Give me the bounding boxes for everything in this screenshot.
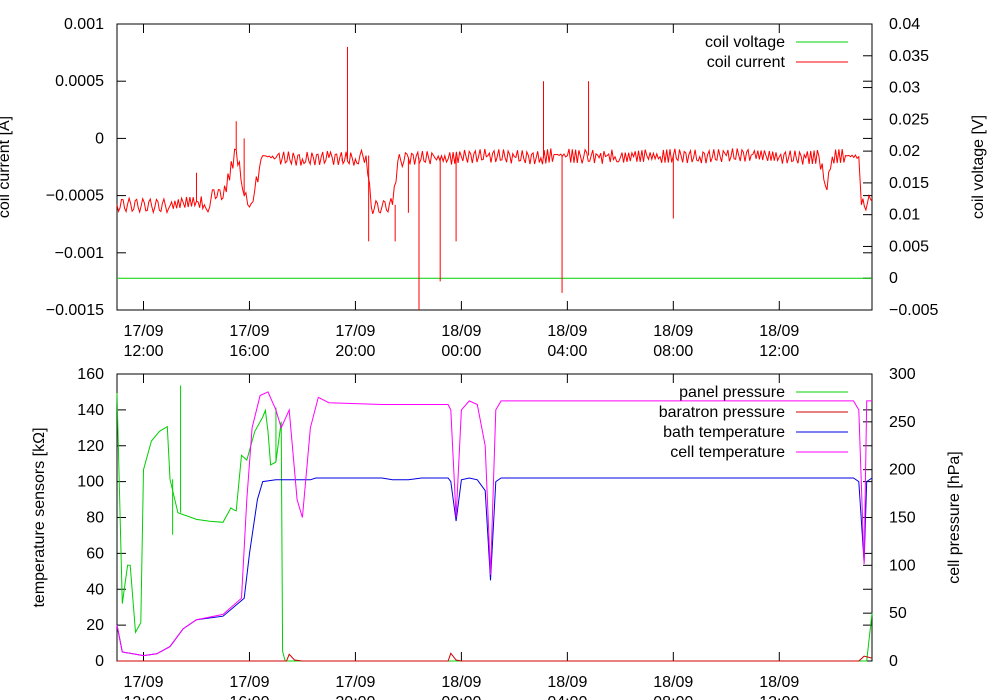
chart2-legend-label: bath temperature [663, 424, 785, 441]
chart2-ytick-label-right: 300 [889, 366, 916, 383]
chart1-xtick-label-time: 04:00 [547, 343, 587, 360]
chart2-xtick-label-time: 16:00 [229, 694, 269, 700]
chart2-series-2-line [116, 477, 873, 657]
chart1-ytick-label-left: −0.0005 [46, 188, 104, 205]
chart2-xtick-label-date: 18/09 [759, 674, 799, 691]
chart2-series-3-line [116, 391, 872, 657]
chart2-xtick-label-time: 00:00 [441, 694, 481, 700]
chart1-ytick-label-left: −0.001 [55, 245, 104, 262]
chart1-xtick-label-date: 18/09 [441, 323, 481, 340]
chart2-xtick-label-date: 18/09 [441, 674, 481, 691]
chart2-series-1-line [117, 652, 873, 662]
chart1-legend-label: coil voltage [705, 34, 785, 51]
chart1-xtick-label-date: 17/09 [123, 323, 163, 340]
chart1-ytick-label-right: 0.025 [889, 111, 929, 128]
chart2-xtick-label-time: 08:00 [653, 694, 693, 700]
chart2-ytick-label-left: 0 [95, 653, 104, 670]
chart2-ytick-label-right: 200 [889, 462, 916, 479]
chart1-ytick-label-right: 0.01 [889, 207, 920, 224]
chart2-xtick-label-date: 18/09 [653, 674, 693, 691]
chart1-xtick-label-time: 12:00 [123, 343, 163, 360]
chart2-xtick-label-date: 17/09 [123, 674, 163, 691]
chart2-xtick-label-date: 18/09 [547, 674, 587, 691]
chart1-ytick-label-left: −0.0015 [46, 302, 104, 319]
chart2-xtick-label-date: 17/09 [335, 674, 375, 691]
chart1-series-1-line [116, 148, 873, 215]
chart2-ytick-label-left: 40 [86, 581, 104, 598]
chart2-ylabel-right: cell pressure [hPa] [946, 451, 963, 584]
chart1-xtick-label-date: 18/09 [547, 323, 587, 340]
chart1-ylabel-right: coil voltage [V] [970, 115, 987, 219]
chart2-ylabel-left: temperature sensors [kΩ] [31, 427, 48, 607]
chart1-ytick-label-right: 0.04 [889, 16, 920, 33]
chart1-xtick-label-time: 08:00 [653, 343, 693, 360]
chart1-ytick-label-right: 0.015 [889, 175, 929, 192]
chart1-ytick-label-right: 0.035 [889, 48, 929, 65]
chart1-legend-label: coil current [707, 54, 786, 71]
chart2-ytick-label-left: 160 [77, 366, 104, 383]
chart2-ytick-label-right: 250 [889, 414, 916, 431]
chart2-xtick-label-date: 17/09 [229, 674, 269, 691]
chart1-ytick-label-left: 0.001 [64, 16, 104, 33]
chart2-xtick-label-time: 20:00 [335, 694, 375, 700]
chart1-xtick-label-time: 12:00 [759, 343, 799, 360]
chart1-xtick-label-date: 17/09 [229, 323, 269, 340]
chart1-xtick-label-date: 18/09 [759, 323, 799, 340]
chart2-ytick-label-right: 150 [889, 510, 916, 527]
chart1-ytick-label-right: 0.02 [889, 143, 920, 160]
chart2-legend-label: baratron pressure [659, 404, 785, 421]
chart1-ytick-label-left: 0 [95, 130, 104, 147]
chart1-plot-frame [116, 23, 873, 311]
chart1-ytick-label-right: 0.03 [889, 80, 920, 97]
chart1-ytick-label-right: −0.005 [889, 302, 938, 319]
chart2-ytick-label-left: 100 [77, 474, 104, 491]
chart2-ytick-label-right: 0 [889, 653, 898, 670]
chart2-ytick-label-left: 80 [86, 510, 104, 527]
chart2-ytick-label-right: 50 [889, 605, 907, 622]
chart1-xtick-label-time: 00:00 [441, 343, 481, 360]
chart1-xtick-label-date: 18/09 [653, 323, 693, 340]
chart1-xtick-label-time: 20:00 [335, 343, 375, 360]
chart2-xtick-label-time: 12:00 [123, 694, 163, 700]
chart1-ytick-label-right: 0 [889, 270, 898, 287]
chart2-ytick-label-right: 100 [889, 557, 916, 574]
chart2-xtick-label-time: 12:00 [759, 694, 799, 700]
chart1-ytick-label-left: 0.0005 [55, 73, 104, 90]
chart1-xtick-label-date: 17/09 [335, 323, 375, 340]
chart1-xtick-label-time: 16:00 [229, 343, 269, 360]
chart2-ytick-label-left: 140 [77, 402, 104, 419]
chart2-xtick-label-time: 04:00 [547, 694, 587, 700]
chart1-ylabel-left: coil current [A] [0, 116, 13, 218]
chart2-legend-label: cell temperature [670, 444, 785, 461]
chart2-ytick-label-left: 20 [86, 617, 104, 634]
chart2-ytick-label-left: 120 [77, 438, 104, 455]
chart1-ytick-label-right: 0.005 [889, 238, 929, 255]
chart2-legend-label: panel pressure [679, 384, 785, 401]
chart2-ytick-label-left: 60 [86, 545, 104, 562]
